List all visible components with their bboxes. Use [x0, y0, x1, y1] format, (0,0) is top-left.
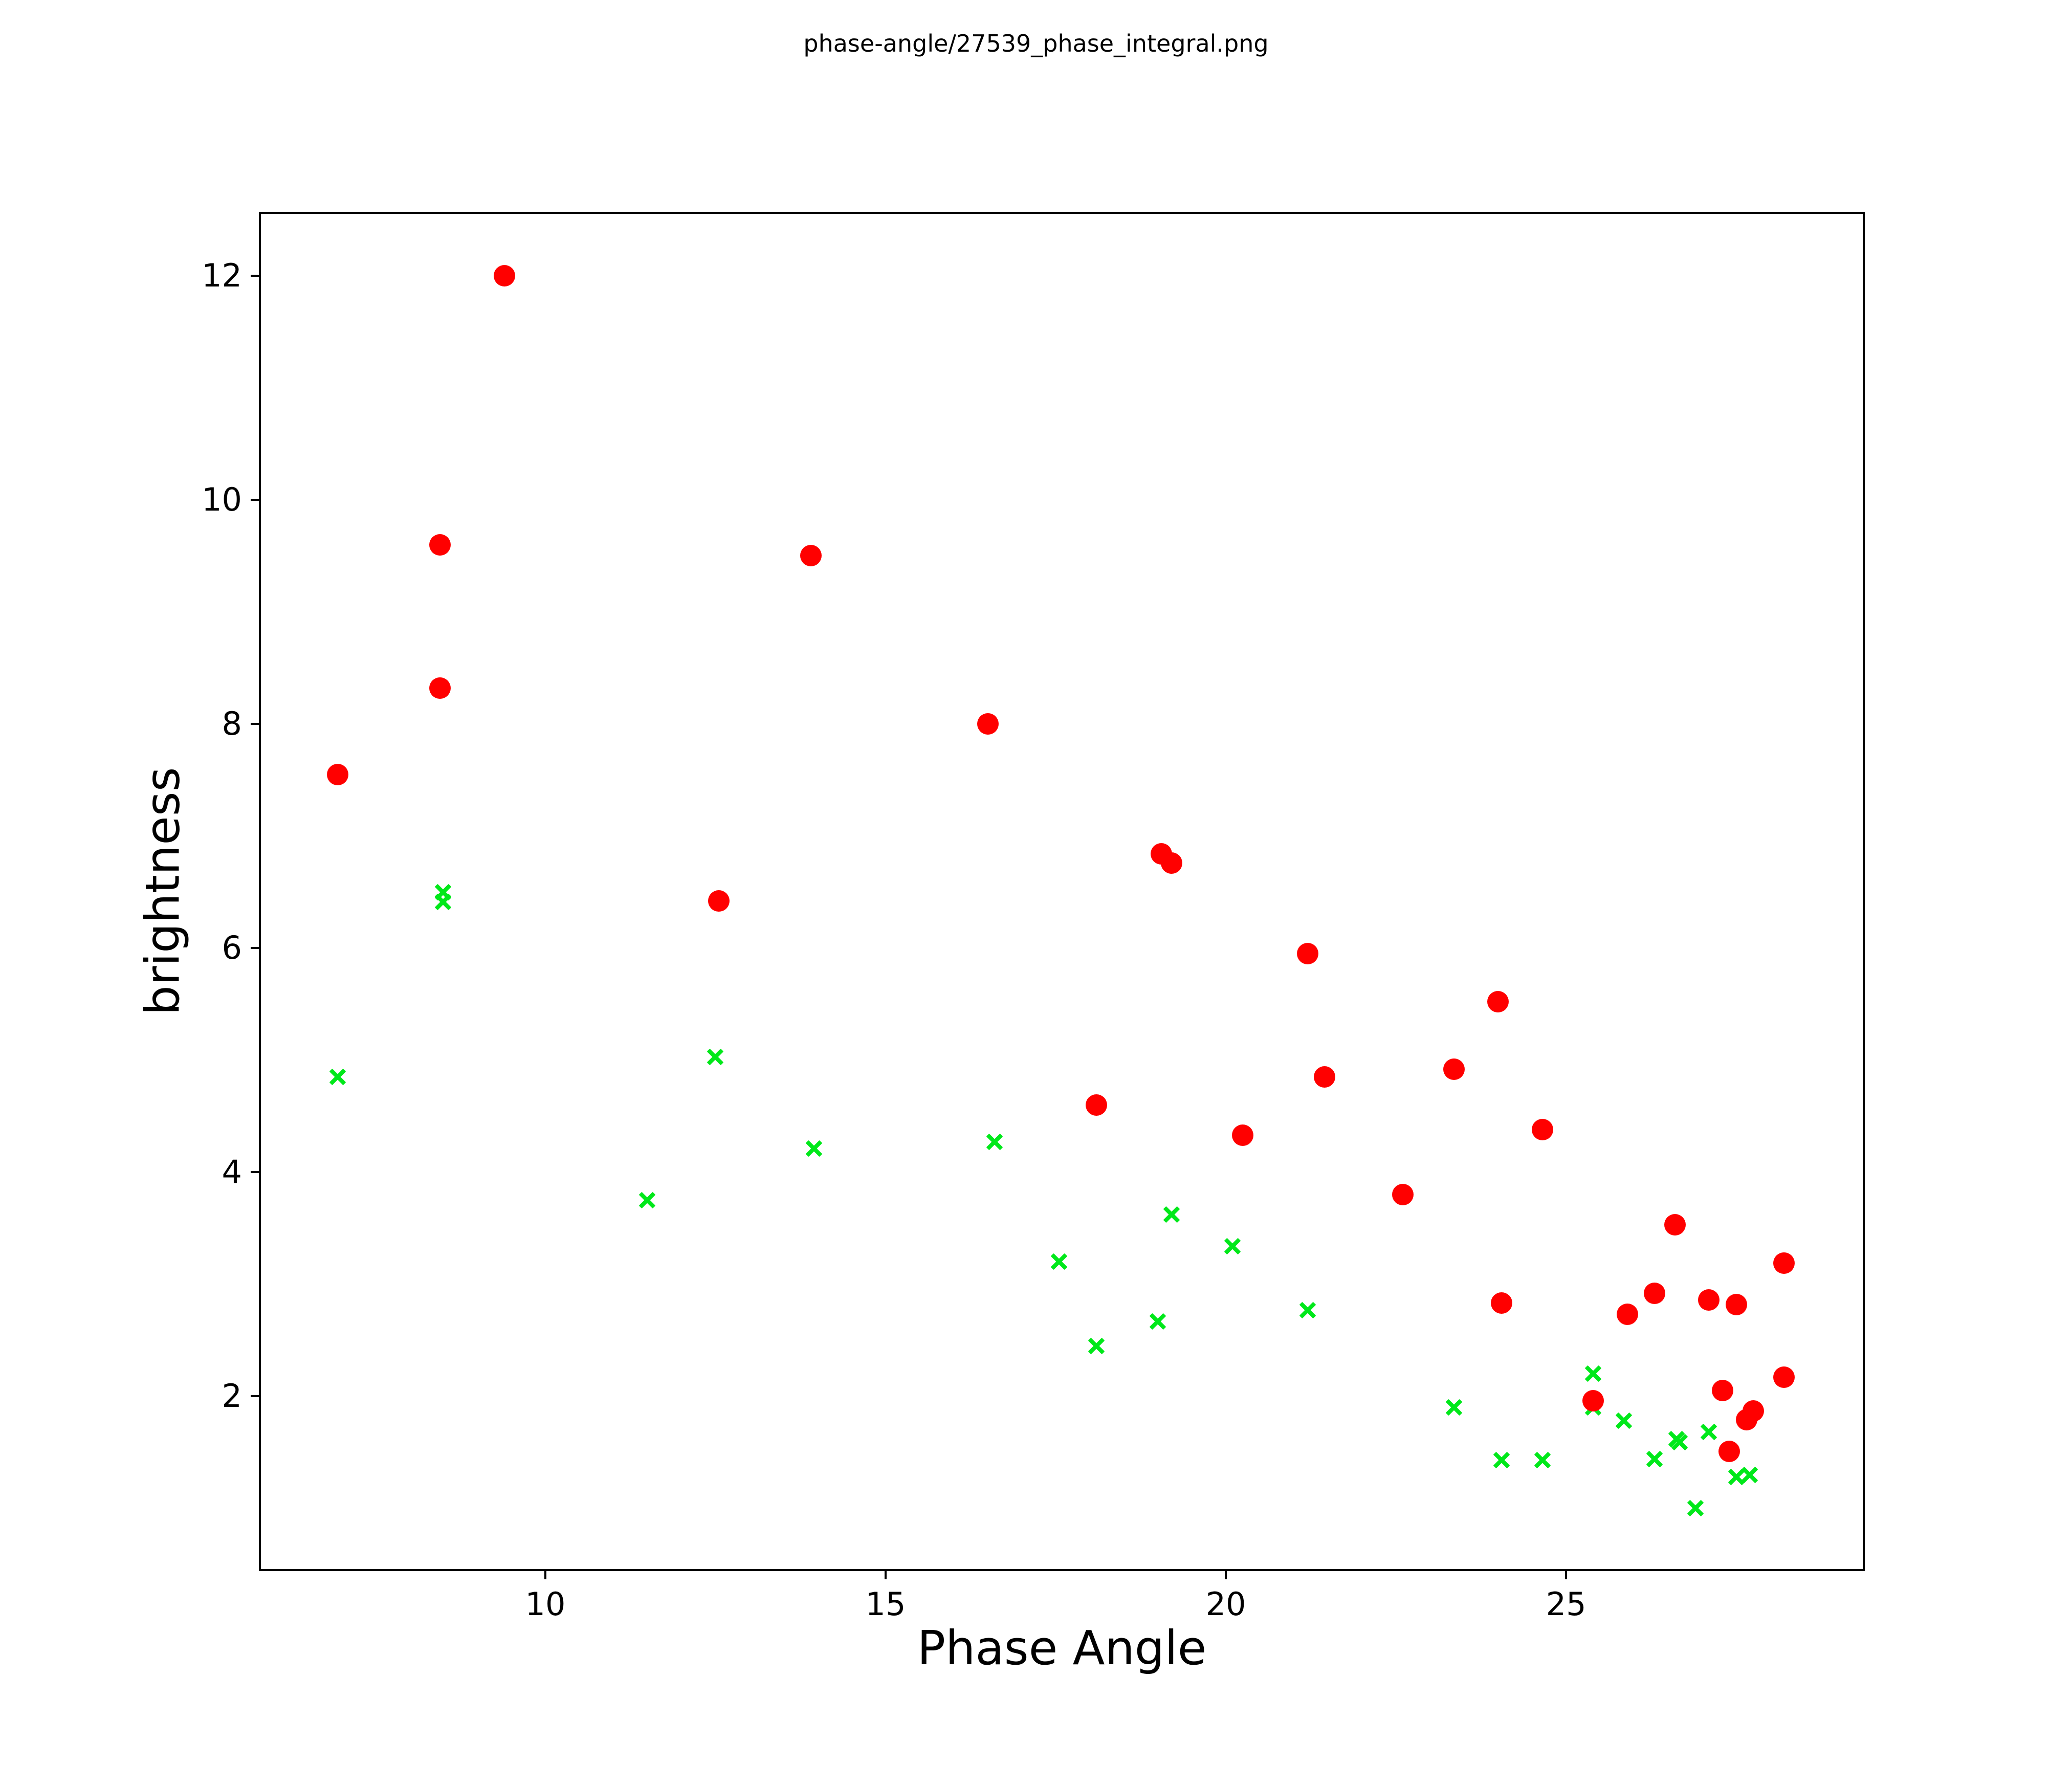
data-point-green-crosses [1534, 1451, 1551, 1469]
data-point-green-crosses [1163, 1206, 1180, 1223]
x-axis-tick-label: 25 [1546, 1585, 1586, 1623]
x-axis-tick [1225, 1571, 1227, 1579]
data-point-red-circles [1086, 1094, 1108, 1116]
data-point-green-crosses [434, 893, 452, 911]
x-axis-tick [544, 1571, 546, 1579]
data-point-green-crosses [1615, 1412, 1633, 1429]
data-point-red-circles [977, 713, 999, 735]
plot-area [259, 212, 1865, 1571]
data-point-red-circles [708, 890, 730, 912]
data-point-red-circles [1392, 1184, 1414, 1205]
data-point-red-circles [1160, 852, 1182, 874]
data-point-red-circles [800, 545, 822, 567]
y-axis-tick [251, 1395, 259, 1398]
data-point-red-circles [1582, 1390, 1604, 1412]
data-point-green-crosses [707, 1048, 724, 1066]
data-point-green-crosses [1687, 1499, 1704, 1517]
data-point-red-circles [1490, 1292, 1512, 1314]
data-point-green-crosses [1445, 1399, 1463, 1416]
data-point-green-crosses [638, 1192, 656, 1209]
data-point-red-circles [1487, 991, 1509, 1013]
data-point-red-circles [1443, 1058, 1465, 1080]
y-axis-label-text: brightness [135, 767, 190, 1016]
data-point-red-circles [1773, 1366, 1795, 1388]
y-axis-tick-label: 8 [222, 705, 242, 743]
data-point-green-crosses [1671, 1433, 1688, 1451]
y-axis-tick [251, 1171, 259, 1174]
data-point-red-circles [1718, 1440, 1740, 1462]
data-point-red-circles [1725, 1293, 1747, 1315]
x-axis-label: Phase Angle [917, 1621, 1207, 1675]
x-axis-tick [1565, 1571, 1568, 1579]
data-point-red-circles [327, 763, 349, 785]
data-point-green-crosses [805, 1140, 823, 1157]
data-point-green-crosses [1493, 1451, 1510, 1469]
y-axis-tick [251, 723, 259, 725]
y-axis-tick-label: 6 [222, 929, 242, 967]
y-axis-tick-label: 2 [222, 1377, 242, 1415]
x-axis-tick-label: 10 [525, 1585, 566, 1623]
data-point-green-crosses [1584, 1365, 1602, 1382]
data-point-green-crosses [986, 1133, 1003, 1151]
data-point-red-circles [1644, 1282, 1665, 1304]
data-point-green-crosses [1741, 1466, 1758, 1484]
x-axis-tick-label: 20 [1205, 1585, 1246, 1623]
data-point-red-circles [1232, 1124, 1254, 1146]
data-point-red-circles [1773, 1252, 1795, 1274]
y-axis-tick-label: 12 [202, 256, 242, 294]
data-point-green-crosses [1299, 1301, 1316, 1319]
figure-title: phase-angle/27539_phase_integral.png [803, 30, 1269, 57]
data-point-green-crosses [1149, 1313, 1166, 1330]
data-point-red-circles [1664, 1214, 1686, 1236]
x-axis-tick [885, 1571, 887, 1579]
data-point-green-crosses [1224, 1238, 1241, 1255]
data-point-red-circles [1531, 1118, 1553, 1140]
data-point-green-crosses [1646, 1450, 1663, 1468]
data-point-red-circles [1313, 1066, 1335, 1088]
y-axis-tick [251, 947, 259, 950]
y-axis-tick-label: 10 [202, 480, 242, 518]
data-point-green-crosses [1050, 1253, 1068, 1270]
data-point-red-circles [1712, 1380, 1733, 1402]
data-point-red-circles [1616, 1304, 1638, 1326]
x-axis-tick-label: 15 [865, 1585, 906, 1623]
data-point-red-circles [429, 534, 451, 556]
data-point-red-circles [1735, 1409, 1757, 1431]
data-point-red-circles [429, 677, 451, 699]
data-point-green-crosses [329, 1068, 346, 1086]
y-axis-tick [251, 498, 259, 501]
y-axis-tick-label: 4 [222, 1153, 242, 1191]
data-point-red-circles [494, 264, 516, 286]
data-point-red-circles [1296, 943, 1318, 965]
data-point-red-circles [1698, 1289, 1720, 1311]
data-point-green-crosses [1088, 1337, 1105, 1355]
data-point-green-crosses [1700, 1423, 1717, 1441]
y-axis-tick [251, 274, 259, 277]
